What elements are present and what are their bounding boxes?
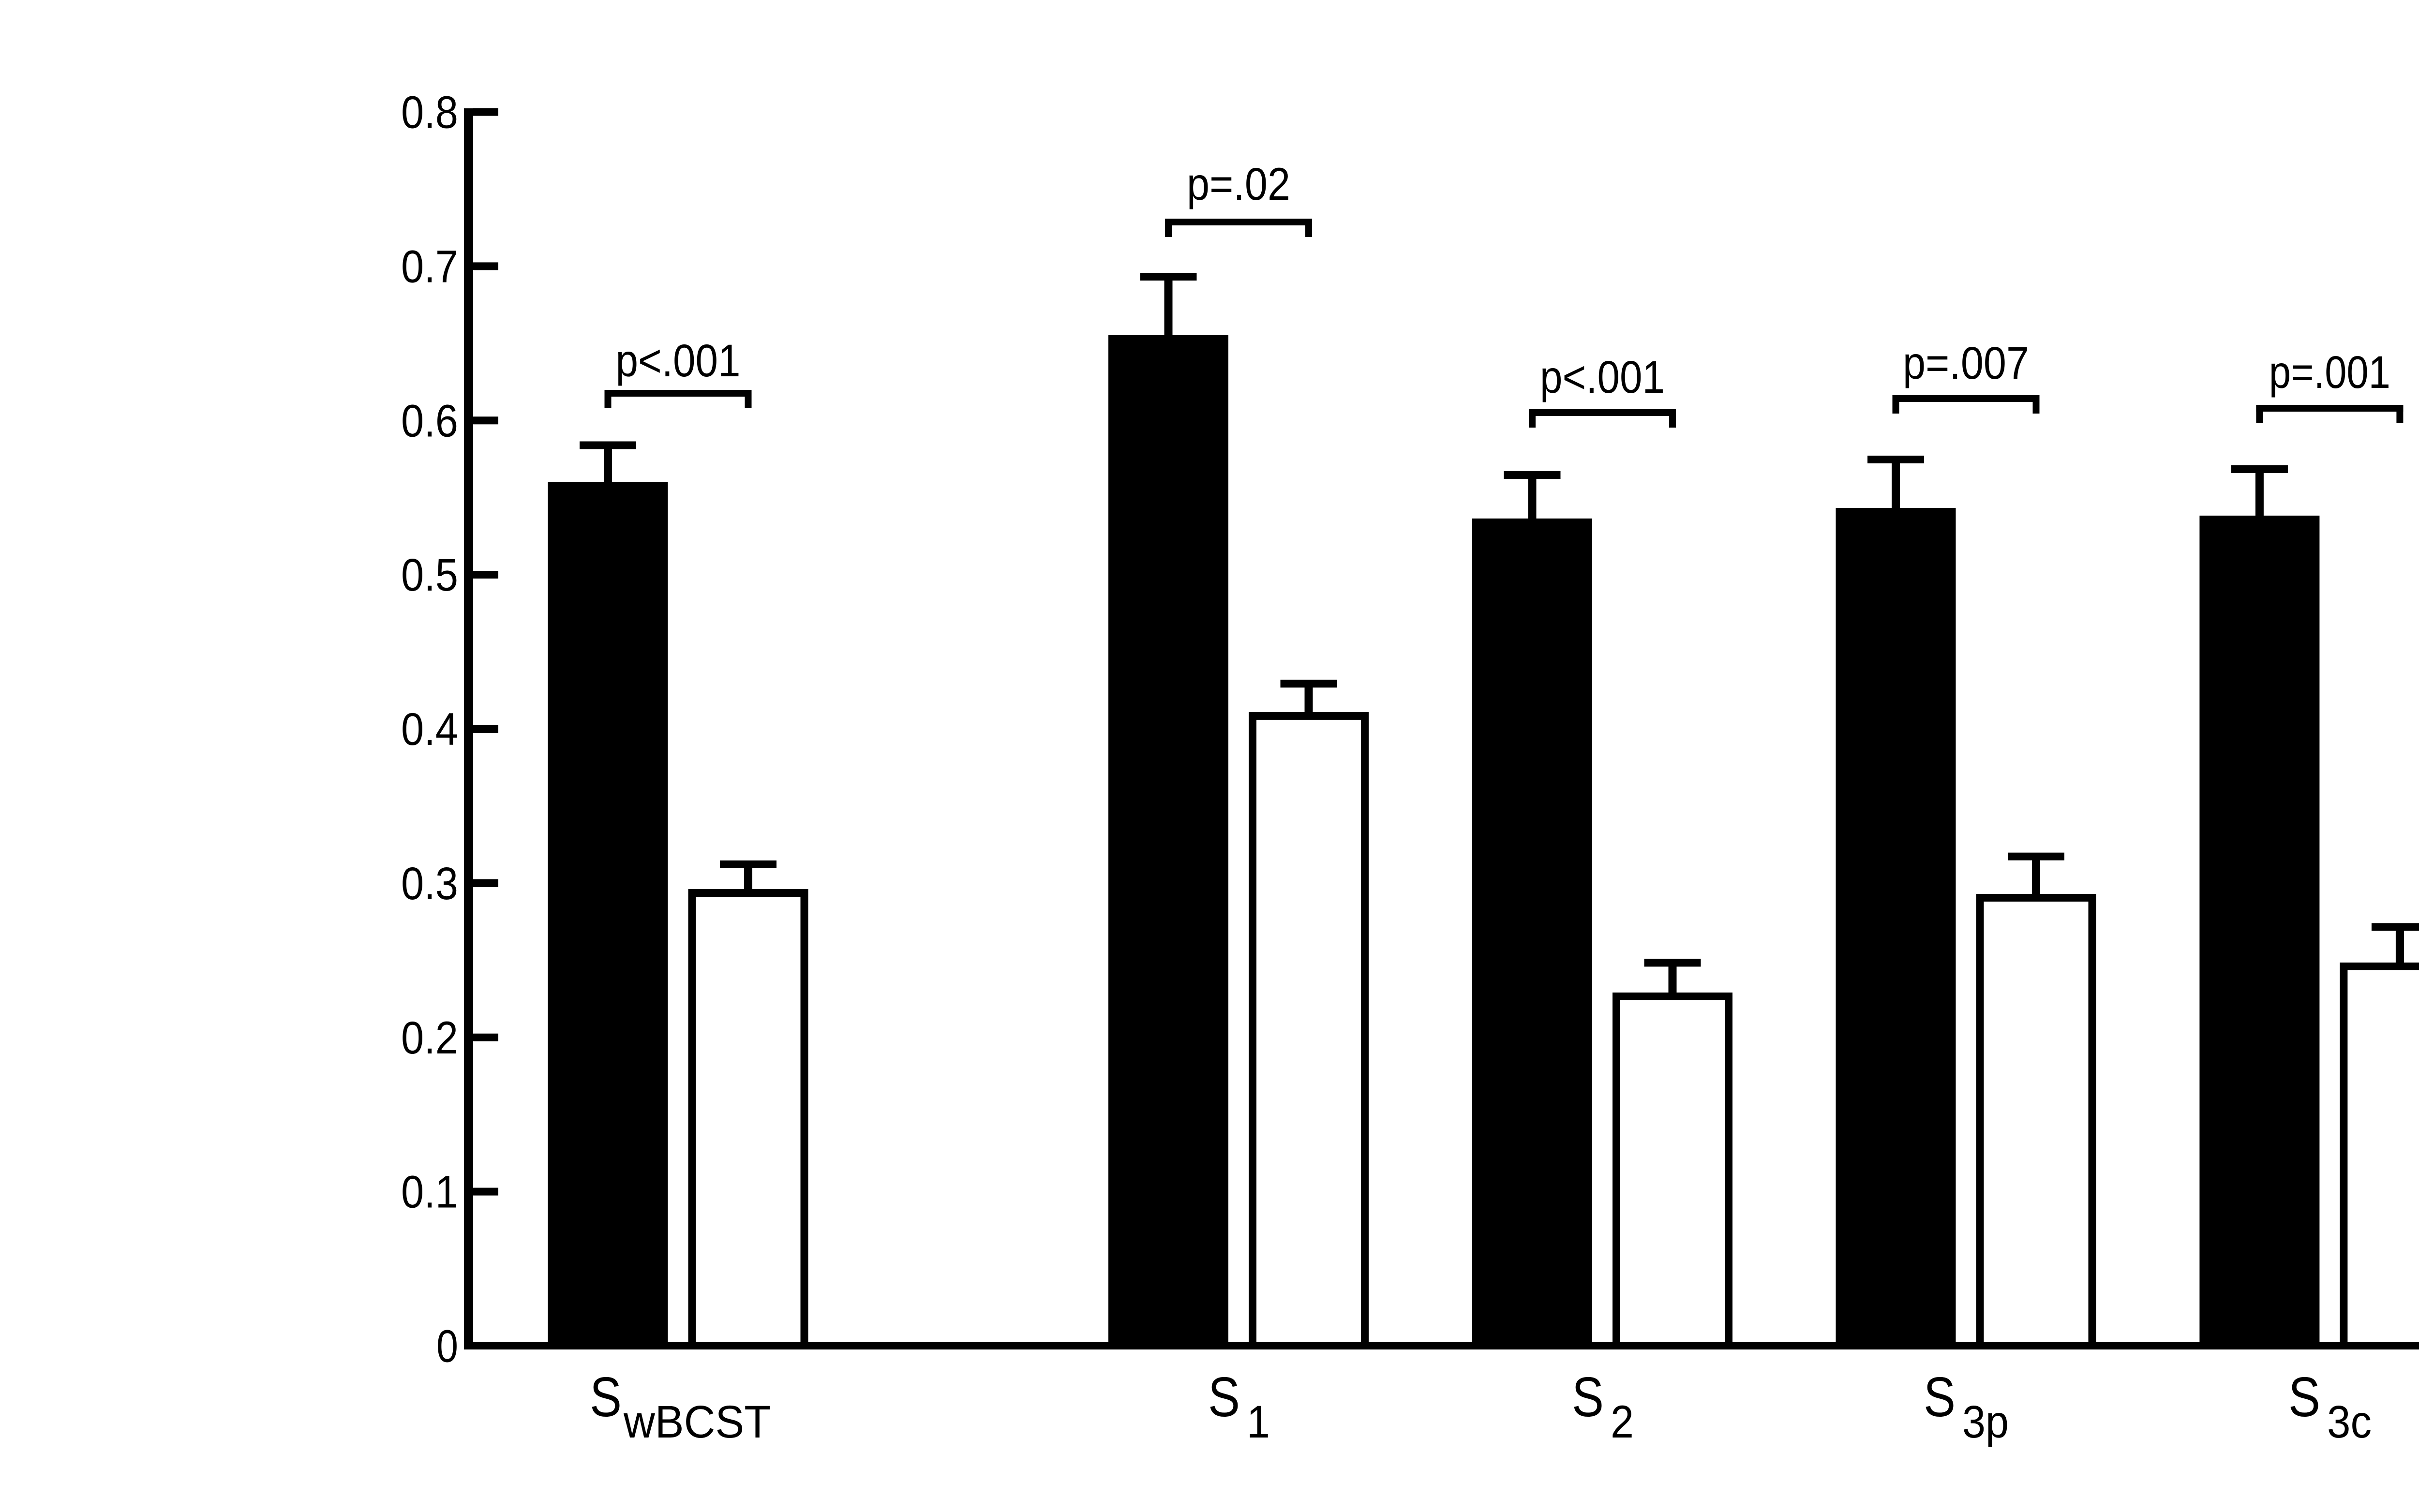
svg-text:2: 2 [1611, 1396, 1634, 1448]
svg-text:0.1: 0.1 [401, 1167, 458, 1218]
svg-text:p=.02: p=.02 [1187, 159, 1290, 210]
svg-text:0.6: 0.6 [401, 395, 458, 446]
svg-text:0.7: 0.7 [401, 241, 458, 292]
svg-text:0.4: 0.4 [401, 704, 458, 755]
svg-text:wBCST: wBCST [623, 1396, 771, 1448]
svg-text:S: S [1924, 1365, 1956, 1428]
svg-text:0.5: 0.5 [401, 549, 458, 601]
svg-text:0.2: 0.2 [401, 1012, 458, 1064]
svg-text:3p: 3p [1962, 1396, 2009, 1448]
svg-text:0: 0 [436, 1321, 458, 1372]
svg-text:S: S [590, 1365, 622, 1428]
svg-text:S: S [1572, 1365, 1604, 1428]
svg-text:3c: 3c [2327, 1396, 2372, 1448]
svg-text:1: 1 [1247, 1396, 1270, 1448]
svg-text:p=.007: p=.007 [1903, 338, 2029, 389]
svg-text:p=.001: p=.001 [2269, 347, 2390, 398]
svg-text:p<.001: p<.001 [1540, 352, 1665, 403]
svg-text:0.8: 0.8 [401, 87, 458, 138]
svg-text:p<.001: p<.001 [616, 335, 741, 386]
svg-text:S: S [2288, 1365, 2320, 1428]
svg-text:0.3: 0.3 [401, 858, 458, 909]
svg-text:S: S [1208, 1365, 1240, 1428]
